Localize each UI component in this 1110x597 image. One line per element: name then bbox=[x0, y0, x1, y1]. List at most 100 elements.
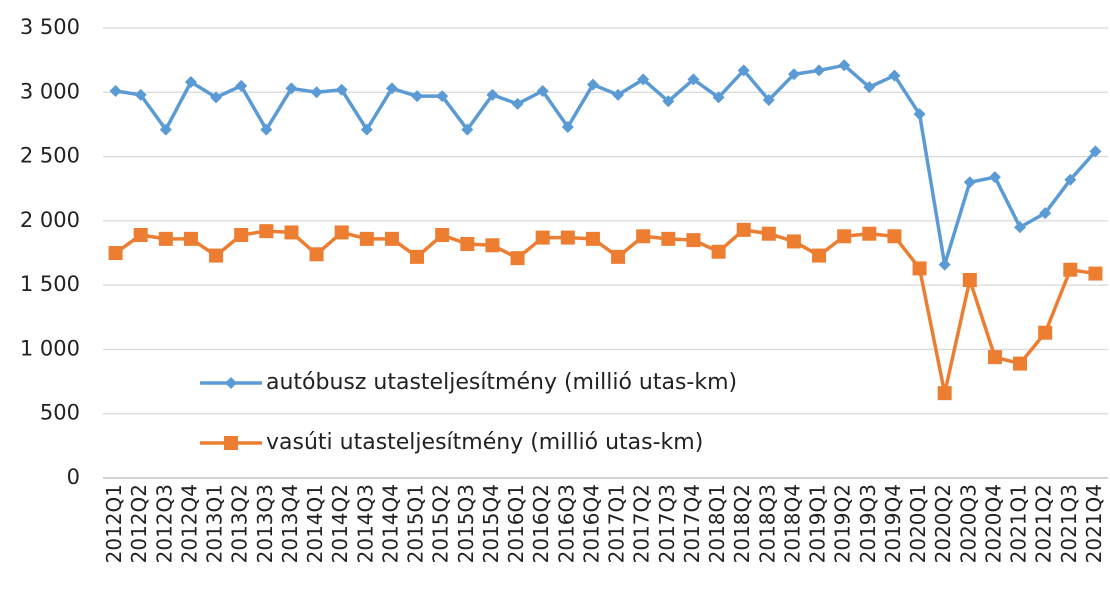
data-point bbox=[235, 79, 248, 92]
x-tick-label: 2019Q4 bbox=[881, 484, 905, 563]
x-tick-label: 2015Q4 bbox=[479, 484, 503, 563]
data-point bbox=[411, 90, 424, 103]
data-point bbox=[134, 88, 147, 101]
data-point bbox=[385, 82, 398, 95]
x-tick-label: 2017Q2 bbox=[630, 484, 654, 563]
x-tick-label: 2018Q1 bbox=[705, 484, 729, 563]
data-point bbox=[662, 95, 675, 108]
data-point bbox=[133, 228, 148, 242]
x-tick-label: 2017Q4 bbox=[680, 484, 704, 563]
data-point bbox=[786, 234, 801, 249]
x-tick-label: 2014Q4 bbox=[378, 484, 402, 563]
data-point bbox=[837, 229, 852, 244]
x-tick-label: 2017Q3 bbox=[655, 484, 679, 563]
x-tick-label: 2020Q1 bbox=[906, 484, 930, 563]
data-point bbox=[334, 225, 349, 240]
x-tick-label: 2014Q1 bbox=[303, 484, 327, 563]
y-tick-label: 1 500 bbox=[20, 272, 80, 296]
data-point bbox=[158, 231, 173, 246]
data-point bbox=[661, 231, 676, 246]
data-point bbox=[309, 247, 324, 262]
data-point bbox=[1014, 221, 1027, 234]
data-point bbox=[108, 246, 123, 260]
data-point bbox=[360, 123, 373, 136]
data-point bbox=[210, 91, 223, 104]
y-tick-label: 1 000 bbox=[20, 336, 80, 360]
data-point bbox=[761, 226, 776, 241]
data-point bbox=[335, 83, 348, 96]
data-point bbox=[1013, 356, 1028, 371]
y-tick-label: 500 bbox=[40, 401, 80, 425]
data-point bbox=[888, 69, 901, 82]
data-point bbox=[1063, 262, 1078, 277]
data-point bbox=[536, 85, 549, 97]
data-point bbox=[1038, 325, 1053, 340]
data-point bbox=[535, 230, 550, 245]
x-tick-label: 2021Q1 bbox=[1007, 484, 1031, 563]
data-point bbox=[234, 228, 249, 242]
x-tick-label: 2021Q2 bbox=[1032, 484, 1056, 563]
data-point bbox=[813, 64, 826, 77]
data-point bbox=[938, 258, 951, 271]
data-point bbox=[359, 231, 374, 246]
x-tick-label: 2018Q4 bbox=[780, 484, 804, 563]
data-point bbox=[460, 237, 475, 251]
y-tick-label: 3 500 bbox=[20, 15, 80, 39]
legend-label: autóbusz utasteljesítmény (millió utas-k… bbox=[266, 370, 737, 395]
data-point bbox=[284, 225, 299, 240]
data-point bbox=[310, 86, 323, 99]
data-point bbox=[585, 231, 600, 246]
x-tick-label: 2018Q2 bbox=[730, 484, 754, 563]
y-tick-label: 2 000 bbox=[20, 208, 80, 232]
x-tick-label: 2015Q1 bbox=[404, 484, 428, 563]
data-point bbox=[912, 261, 927, 276]
data-point bbox=[686, 233, 701, 248]
data-point bbox=[736, 222, 751, 237]
series-line bbox=[115, 63, 1097, 267]
data-point bbox=[285, 82, 298, 95]
data-point bbox=[863, 81, 876, 94]
data-point bbox=[887, 229, 902, 244]
data-point bbox=[787, 68, 800, 81]
x-tick-label: 2016Q1 bbox=[504, 484, 528, 563]
x-tick-label: 2018Q3 bbox=[755, 484, 779, 563]
data-point bbox=[485, 238, 500, 253]
data-point bbox=[560, 230, 575, 245]
data-point bbox=[109, 85, 122, 97]
data-point bbox=[987, 350, 1002, 365]
x-tick-label: 2016Q4 bbox=[579, 484, 603, 563]
data-point bbox=[209, 248, 224, 263]
data-point bbox=[712, 91, 725, 104]
x-tick-label: 2013Q2 bbox=[228, 484, 252, 563]
x-tick-label: 2014Q3 bbox=[353, 484, 377, 563]
data-point bbox=[1064, 173, 1077, 186]
x-tick-label: 2020Q3 bbox=[956, 484, 980, 563]
data-point bbox=[561, 121, 574, 133]
data-point bbox=[410, 249, 425, 264]
x-tick-label: 2015Q3 bbox=[454, 484, 478, 563]
x-tick-label: 2015Q2 bbox=[429, 484, 453, 563]
data-point bbox=[962, 273, 977, 287]
x-tick-label: 2014Q2 bbox=[328, 484, 352, 563]
data-point bbox=[988, 171, 1001, 184]
x-tick-label: 2013Q3 bbox=[253, 484, 277, 563]
data-point bbox=[1039, 207, 1052, 220]
data-point bbox=[260, 123, 273, 136]
data-point bbox=[511, 97, 524, 110]
data-point bbox=[183, 231, 198, 246]
x-tick-label: 2021Q3 bbox=[1057, 484, 1081, 563]
data-point bbox=[937, 386, 952, 401]
series-line bbox=[114, 228, 1096, 395]
data-point bbox=[384, 231, 399, 246]
x-tick-label: 2016Q2 bbox=[529, 484, 553, 563]
data-point bbox=[159, 123, 172, 136]
data-point bbox=[184, 76, 197, 88]
x-tick-label: 2020Q2 bbox=[931, 484, 955, 563]
legend-label: vasúti utasteljesítmény (millió utas-km) bbox=[266, 430, 703, 455]
data-point bbox=[812, 248, 827, 263]
x-tick-label: 2012Q3 bbox=[152, 484, 176, 563]
data-point bbox=[486, 88, 499, 101]
data-point bbox=[1088, 266, 1103, 281]
x-tick-label: 2020Q4 bbox=[981, 484, 1005, 563]
